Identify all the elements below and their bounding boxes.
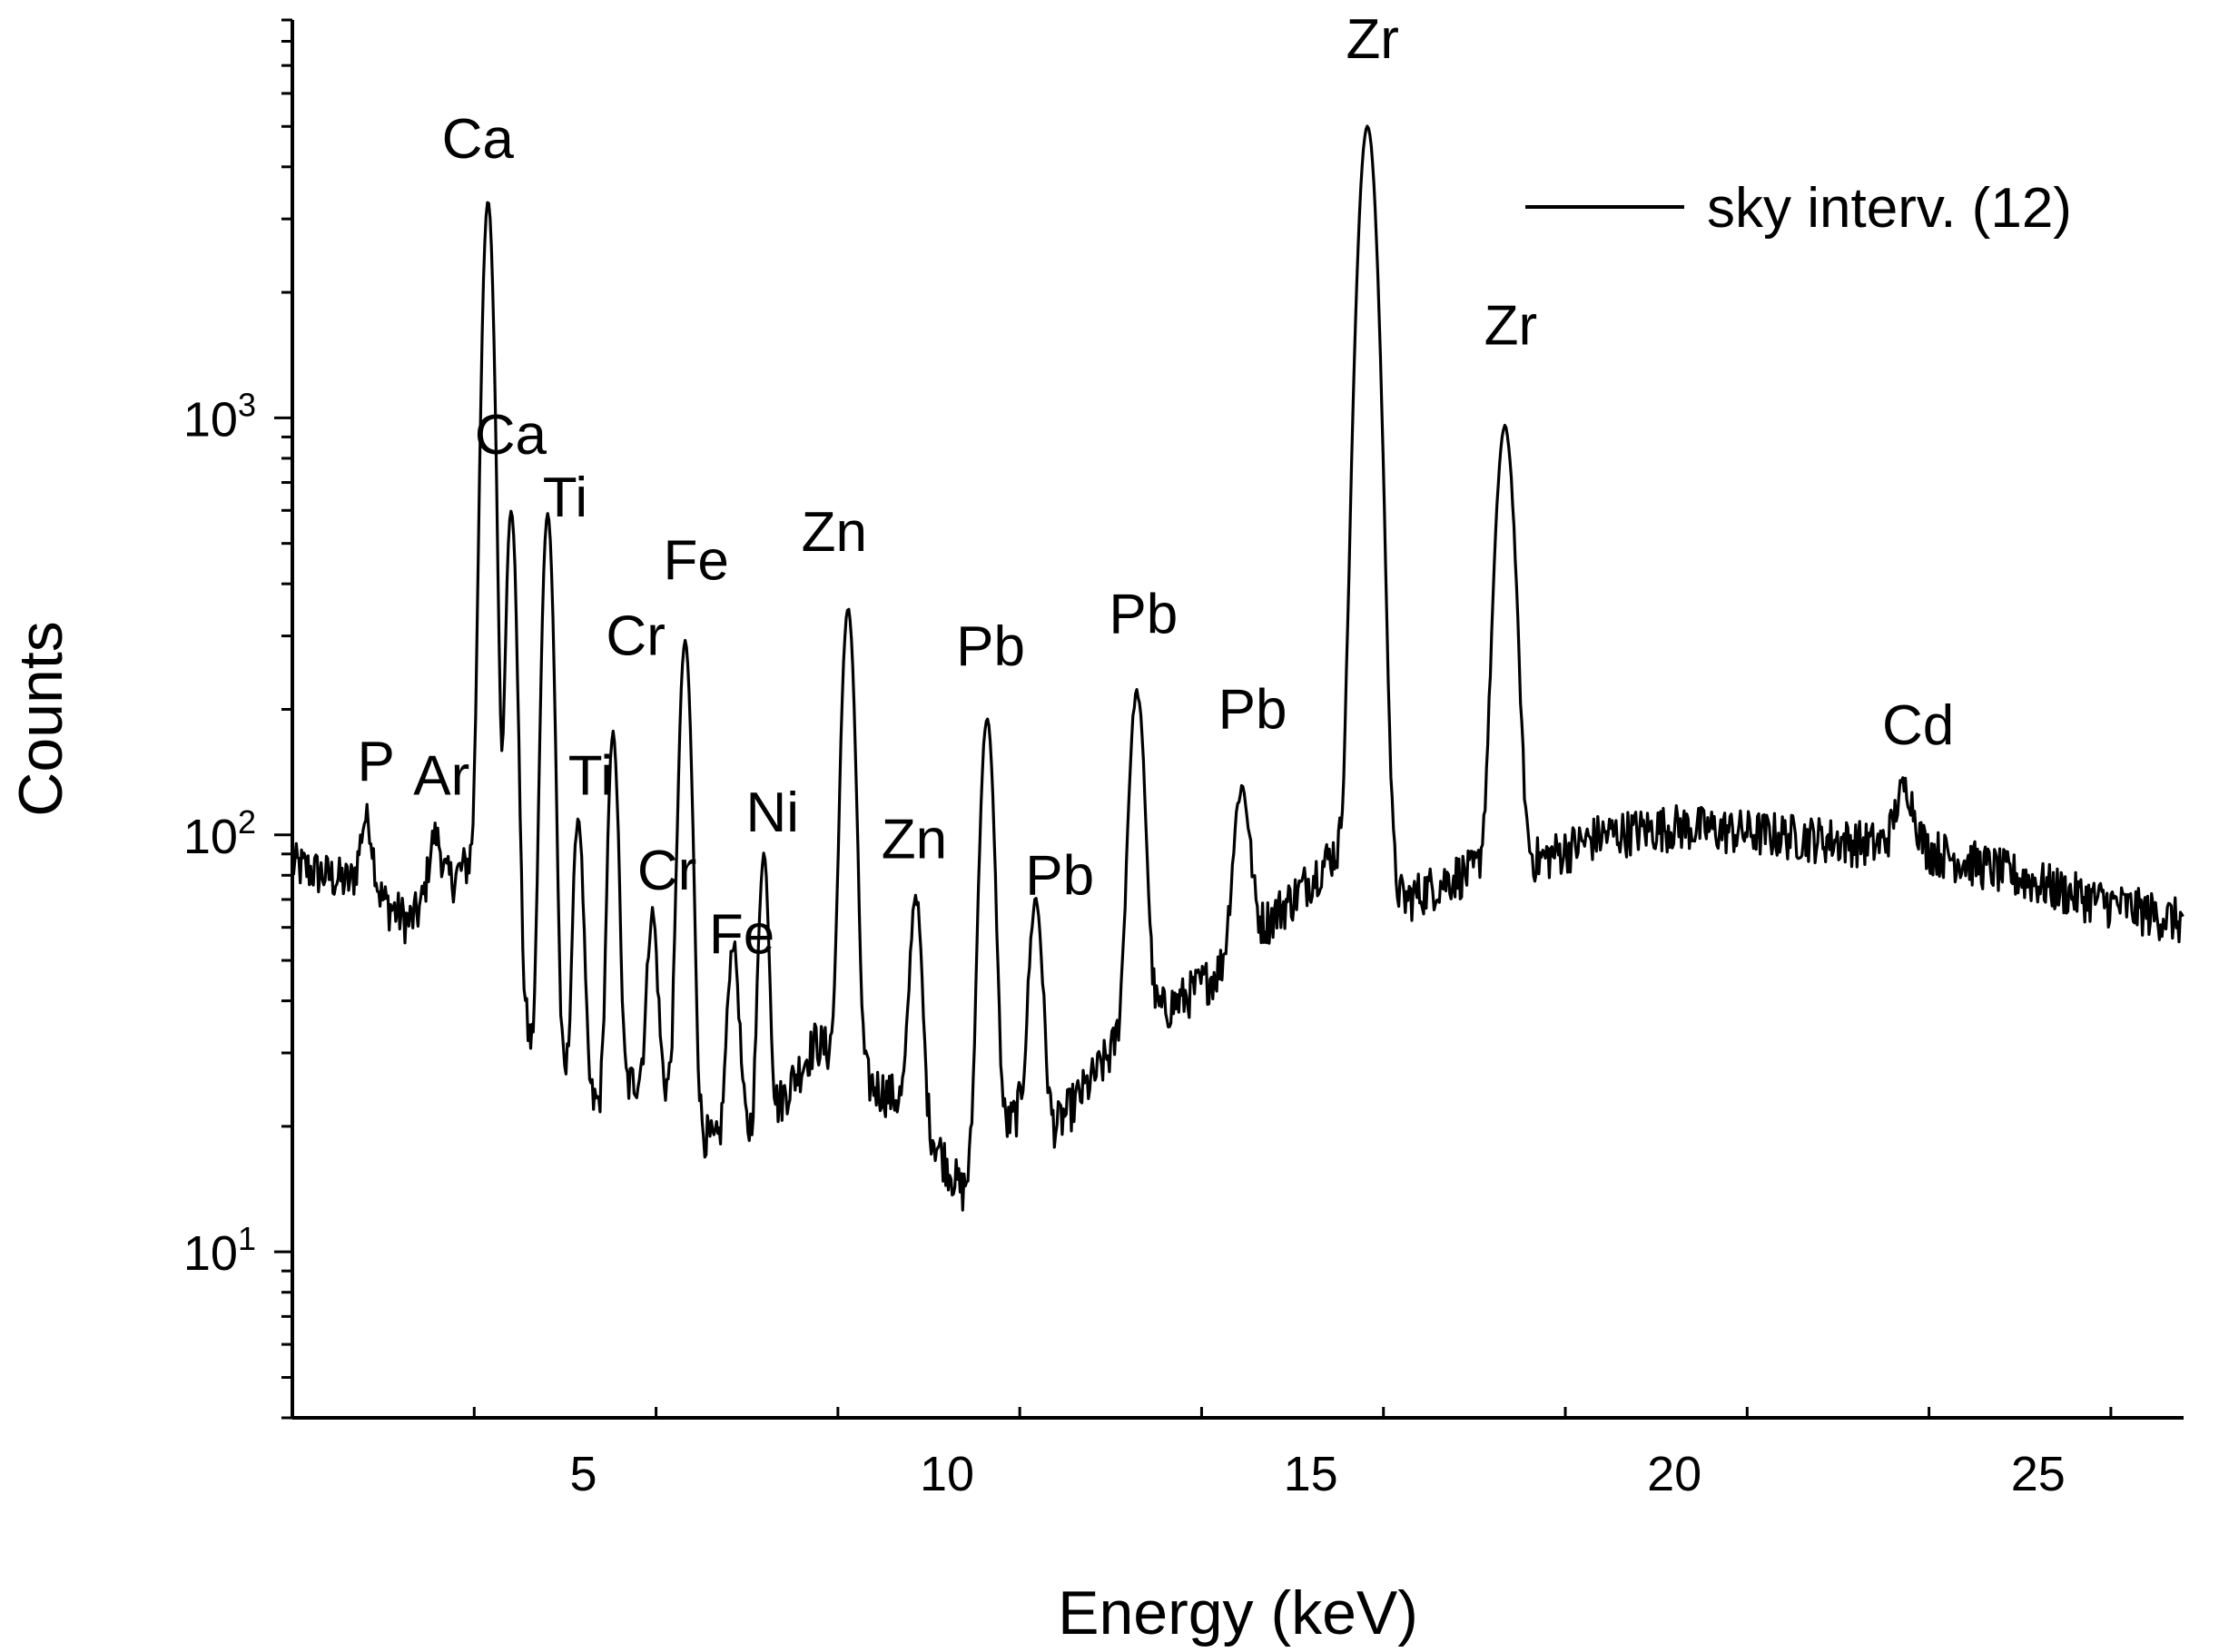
x-tick-label: 25 — [2011, 1447, 2066, 1501]
peak-label-zr: Zr — [1484, 294, 1538, 357]
y-tick-base: 10 — [183, 392, 238, 447]
peak-label-zn: Zn — [802, 501, 867, 564]
x-tick-label: 15 — [1284, 1447, 1338, 1501]
peak-label-ca: Ca — [442, 108, 515, 171]
x-tick-label: 10 — [920, 1447, 974, 1501]
y-tick-exponent: 3 — [238, 386, 256, 423]
x-axis-title: Energy (keV) — [1058, 1578, 1418, 1647]
peak-label-ca: Ca — [475, 404, 547, 467]
y-tick-label: 102 — [183, 803, 256, 864]
peak-label-cr: Cr — [637, 840, 696, 902]
peak-label-pb: Pb — [1109, 583, 1178, 645]
peak-label-cd: Cd — [1882, 694, 1954, 757]
peak-label-fe: Fe — [709, 903, 774, 966]
peak-label-pb: Pb — [1025, 844, 1094, 907]
peak-label-zr: Zr — [1346, 8, 1399, 71]
peak-label-ti: Ti — [568, 744, 613, 807]
y-tick-label: 103 — [183, 386, 256, 447]
y-tick-exponent: 2 — [238, 803, 256, 841]
y-axis-title: Counts — [6, 621, 75, 816]
x-tick-label: 5 — [569, 1447, 597, 1501]
peak-label-cr: Cr — [606, 605, 665, 668]
y-tick-base: 10 — [183, 1226, 238, 1281]
peak-label-pb: Pb — [956, 615, 1025, 678]
peak-label-ti: Ti — [543, 467, 587, 529]
legend: sky interv. (12) — [1525, 177, 2072, 240]
peak-label-zn: Zn — [882, 808, 947, 870]
peak-label-pb: Pb — [1218, 679, 1287, 742]
peak-label-ni: Ni — [745, 782, 799, 844]
x-tick-labels: 5 10 15 20 25 — [569, 1447, 2065, 1501]
x-tick-label: 20 — [1647, 1447, 1701, 1501]
peak-label-p: P — [357, 731, 394, 793]
spectrum-line — [291, 124, 2184, 1212]
y-tick-label: 101 — [183, 1220, 256, 1281]
peak-label-fe: Fe — [663, 529, 728, 592]
y-tick-base: 10 — [183, 810, 238, 864]
y-tick-exponent: 1 — [238, 1220, 256, 1257]
peak-label-ar: Ar — [413, 744, 469, 807]
y-axis-ticks — [274, 18, 292, 1420]
legend-label: sky interv. (12) — [1707, 177, 2072, 240]
